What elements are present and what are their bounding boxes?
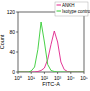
y-tick <box>16 52 18 53</box>
x-tick-label: 10⁰ <box>14 75 22 81</box>
legend: ANKHIsotype control <box>55 2 90 16</box>
y-tick-label: 40 <box>9 49 15 55</box>
y-tick-label: 0 <box>12 69 15 75</box>
y-tick-label: 80 <box>9 29 15 35</box>
x-tick-label: 10⁴ <box>67 75 75 81</box>
x-tick-label: 10³ <box>54 75 62 81</box>
y-tick-label: 120 <box>7 9 16 15</box>
legend-label: ANKH <box>62 3 75 8</box>
series-group <box>18 22 84 72</box>
x-tick-label: 10⁵ <box>80 75 88 81</box>
series-line <box>18 22 84 72</box>
x-tick-label: 10² <box>41 75 49 81</box>
legend-swatch <box>57 5 62 6</box>
legend-label: Isotype control <box>62 9 90 14</box>
chart: 10⁰ 10¹ 10² 10³ 10⁴ 10⁵ 0 40 80 120 FITC-A Count ANK… <box>0 0 90 91</box>
x-axis-label: FITC-A <box>42 81 60 87</box>
y-tick <box>16 12 18 13</box>
y-tick <box>16 72 18 73</box>
y-tick <box>16 32 18 33</box>
x-tick-label: 10¹ <box>28 75 36 81</box>
plot-frame <box>18 12 84 72</box>
legend-swatch <box>57 11 62 12</box>
y-axis-label: Count <box>0 34 5 49</box>
series-line <box>18 31 84 72</box>
